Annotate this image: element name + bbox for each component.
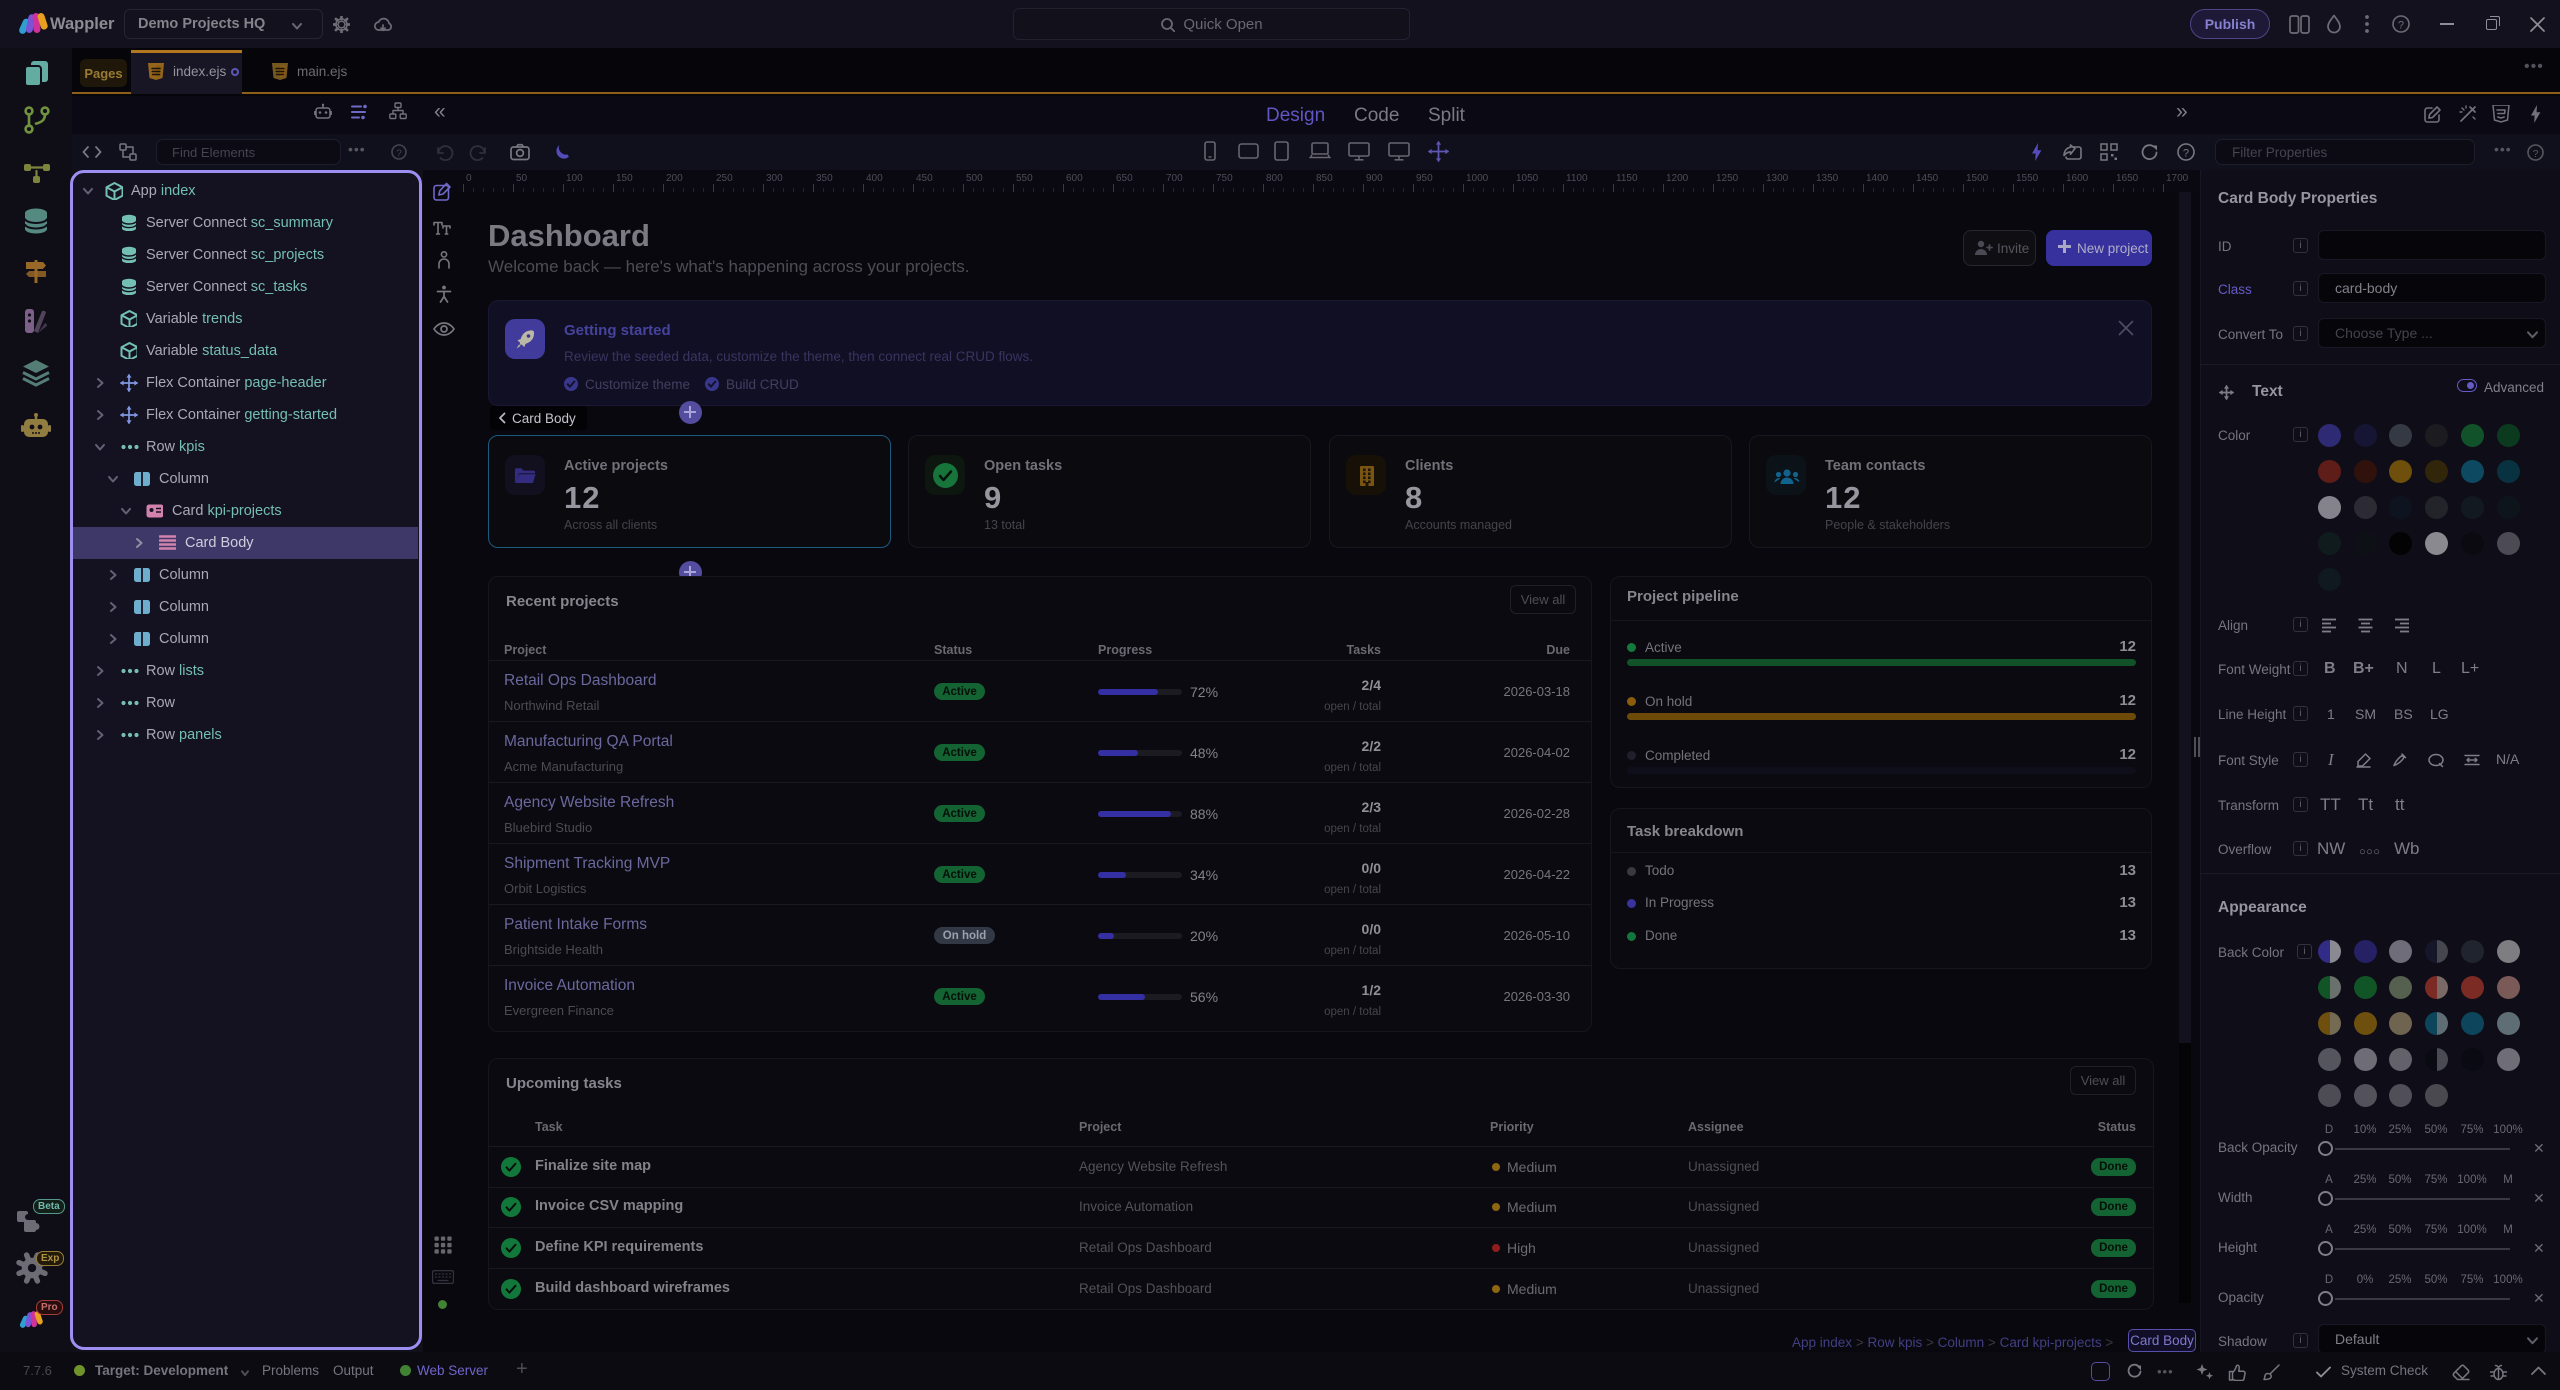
svg-text:?: ? bbox=[396, 149, 402, 160]
svg-text:?: ? bbox=[2398, 20, 2404, 32]
svg-text:?: ? bbox=[2183, 148, 2189, 160]
svg-text:?: ? bbox=[2533, 148, 2539, 160]
